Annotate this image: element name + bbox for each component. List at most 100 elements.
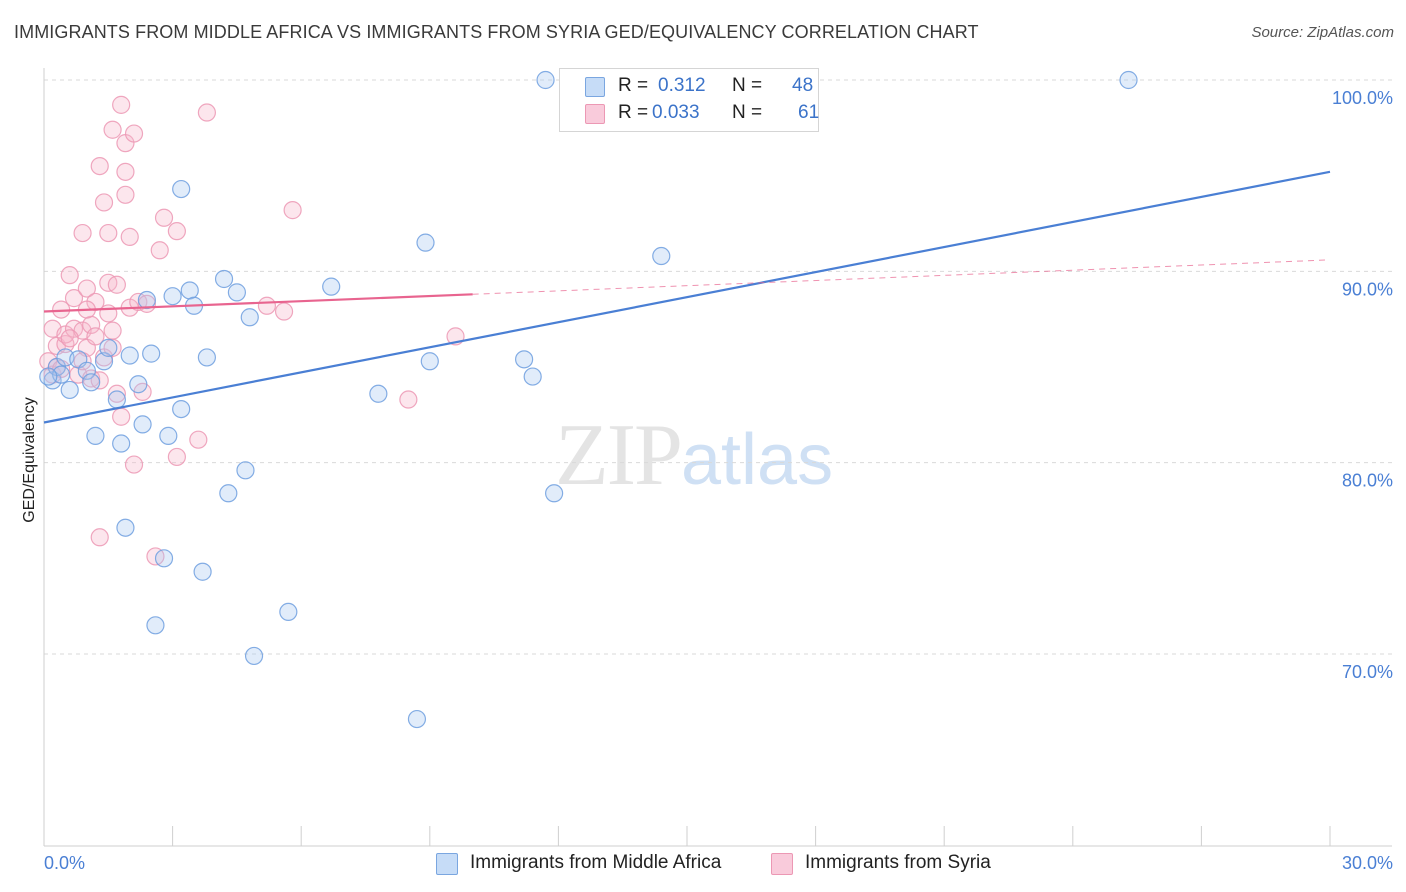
middle-africa-point: [197, 348, 216, 367]
trendlines: [43, 170, 1331, 424]
syria-point: [257, 296, 277, 315]
middle-africa-point: [82, 373, 101, 392]
middle-africa-point: [112, 434, 131, 453]
syria-point: [167, 447, 186, 467]
source-label: Source: ZipAtlas.com: [1251, 24, 1394, 41]
y-tick-label: 80.0%: [1342, 471, 1393, 491]
syria-point: [124, 455, 144, 474]
middle-africa-point: [39, 367, 58, 386]
legend-swatch-blue: [585, 77, 605, 97]
middle-africa-point: [159, 426, 178, 445]
middle-africa-point: [545, 484, 564, 503]
syria-point: [197, 103, 216, 122]
series-syria-points: [39, 95, 465, 566]
syria-point: [116, 185, 135, 204]
syria-point: [90, 157, 109, 176]
middle-africa-point: [523, 367, 542, 386]
watermark: ZIPatlas: [555, 405, 833, 506]
chart-title: IMMIGRANTS FROM MIDDLE AFRICA VS IMMIGRA…: [14, 22, 979, 42]
syria-point: [99, 304, 118, 323]
middle-africa-point: [172, 179, 191, 199]
middle-africa-point: [416, 233, 435, 252]
middle-africa-point: [137, 290, 156, 310]
correlation-legend: R = 0.312 N = 48 R = 0.033 N = 61: [559, 68, 819, 132]
y-tick-label: 70.0%: [1342, 662, 1393, 682]
axes: [43, 68, 1392, 847]
syria-point: [86, 327, 105, 346]
middle-africa-point: [1119, 70, 1138, 90]
x-tick-label-min: 0.0%: [44, 853, 85, 873]
middle-africa-point: [536, 70, 555, 90]
middle-africa-point: [146, 616, 165, 635]
syria-point: [116, 162, 135, 181]
trendline-syria-extension: [472, 259, 1331, 295]
x-tick-labels: 0.0% 30.0%: [44, 853, 1393, 873]
syria-point: [274, 302, 294, 321]
middle-africa-point: [227, 283, 246, 302]
middle-africa-point: [99, 338, 118, 357]
middle-africa-point: [652, 246, 671, 266]
middle-africa-point: [154, 549, 174, 568]
legend-n-value: 61: [798, 102, 820, 123]
legend-n-label: N =: [732, 75, 763, 96]
syria-point: [399, 390, 418, 409]
middle-africa-point: [133, 415, 152, 434]
syria-point: [64, 289, 84, 308]
bottom-legend-label: Immigrants from Syria: [805, 852, 991, 873]
middle-africa-point: [107, 390, 126, 409]
y-tick-label: 90.0%: [1342, 279, 1393, 299]
syria-point: [112, 95, 131, 114]
trendline-middle-africa: [43, 170, 1331, 424]
legend-r-label: R =: [618, 102, 649, 123]
middle-africa-point: [163, 287, 182, 306]
syria-point: [107, 384, 126, 403]
y-axis-label: GED/Equivalency: [21, 397, 38, 523]
trendline-syria: [43, 293, 473, 313]
syria-point: [103, 120, 122, 139]
legend-swatch-pink: [585, 104, 605, 124]
middle-africa-point: [77, 361, 96, 380]
syria-point: [60, 329, 79, 348]
syria-point: [150, 241, 169, 260]
syria-point: [73, 223, 92, 243]
syria-point: [103, 321, 122, 340]
syria-point: [94, 193, 114, 212]
syria-point: [112, 407, 131, 426]
middle-africa-point: [322, 277, 341, 296]
syria-point: [77, 279, 96, 298]
series-middle-africa-points: [39, 70, 1138, 729]
middle-africa-point: [116, 518, 135, 537]
bottom-legend-label: Immigrants from Middle Africa: [470, 852, 722, 873]
syria-point: [103, 338, 122, 357]
middle-africa-point: [180, 281, 199, 300]
grid-lines: [44, 79, 1392, 655]
middle-africa-point: [515, 350, 534, 369]
bottom-legend-swatch-pink: [771, 853, 793, 875]
middle-africa-point: [129, 375, 148, 394]
middle-africa-point: [193, 562, 212, 581]
middle-africa-point: [94, 352, 114, 371]
middle-africa-point: [407, 709, 427, 729]
watermark-atlas: atlas: [681, 420, 834, 500]
syria-point: [99, 223, 118, 243]
syria-point: [90, 528, 109, 547]
middle-africa-point: [86, 426, 105, 445]
y-tick-label: 100.0%: [1332, 88, 1393, 108]
legend-r-label: R =: [618, 75, 649, 96]
middle-africa-point: [172, 399, 191, 419]
legend-r-value: 0.312: [658, 75, 706, 96]
middle-africa-point: [236, 461, 255, 480]
syria-point: [283, 201, 302, 220]
middle-africa-point: [60, 380, 79, 400]
syria-point: [107, 275, 126, 294]
syria-point: [154, 208, 174, 227]
syria-point: [120, 227, 139, 246]
legend-r-value: 0.033: [652, 102, 700, 123]
watermark-zip: ZIP: [555, 407, 683, 504]
middle-africa-point: [279, 602, 298, 622]
middle-africa-point: [142, 344, 161, 363]
syria-point: [60, 266, 79, 285]
legend-n-label: N =: [732, 102, 763, 123]
legend-n-value: 48: [792, 75, 814, 96]
